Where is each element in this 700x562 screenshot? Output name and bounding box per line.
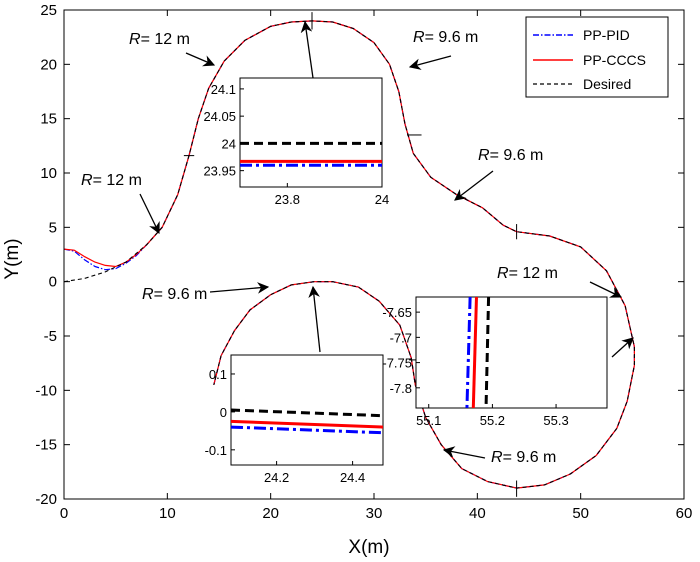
radius-annotation: R= 9.6 m	[142, 286, 207, 303]
radius-annotation: R= 12 m	[81, 172, 142, 189]
inset-x-tick-label: 24	[375, 192, 389, 207]
inset-y-tick-label: 24.1	[211, 82, 236, 97]
inset-series-pp-pid	[230, 425, 384, 435]
annotation-arrow	[209, 282, 270, 294]
inset-x-tick-label: 55.2	[480, 413, 505, 428]
legend-pid-label: PP-PID	[583, 27, 630, 43]
inset-y-tick-label: 24	[222, 136, 236, 151]
inset-y-tick-label: 23.95	[203, 164, 236, 179]
inset-series-pp-cccs	[471, 296, 478, 409]
annotation-arrow	[454, 170, 494, 201]
y-tick-label: -5	[44, 328, 57, 345]
y-tick-label: -10	[35, 382, 57, 399]
inset-x-tick-label: 24.4	[340, 470, 365, 485]
inset-bottom-left: 24.2 24.4 0.1 0 -0.1	[205, 354, 384, 485]
annotation-arrow	[408, 55, 452, 70]
x-tick-label: 0	[60, 505, 68, 522]
inset-x-tick-label: 55.3	[543, 413, 568, 428]
inset-y-tick-label: -0.1	[205, 443, 227, 458]
y-axis-title: Y(m)	[2, 238, 23, 279]
y-tick-label: 25	[40, 2, 57, 19]
y-tick-label: 0	[49, 274, 57, 291]
inset-x-tick-label: 55.1	[416, 413, 441, 428]
annotation-arrow	[139, 193, 160, 235]
legend-desired-label: Desired	[583, 76, 631, 92]
y-tick-label: -15	[35, 437, 57, 454]
inset-x-tick-label: 24.2	[264, 470, 289, 485]
inset-y-tick-label: -7.65	[382, 305, 412, 320]
annotation-arrow	[185, 52, 216, 67]
inset-y-tick-label: 0.1	[209, 367, 227, 382]
legend-cccs-label: PP-CCCS	[583, 52, 646, 68]
inset-pointer-arrow	[300, 20, 314, 79]
x-tick-label: 20	[262, 505, 279, 522]
inset-x-tick-label: 23.8	[275, 192, 300, 207]
insets: 23.8 24 24.1 24.05 24 23.95 24.2 24.4 0.1 0 -0.1 55…	[203, 77, 608, 485]
inset-pointer-arrow	[308, 285, 321, 353]
y-tick-label: 10	[40, 165, 57, 182]
inset-y-tick-label: -7.75	[382, 356, 412, 371]
radius-annotation: R= 9.6 m	[478, 147, 543, 164]
annotation-arrow	[442, 446, 486, 459]
radius-annotation: R= 9.6 m	[491, 449, 556, 466]
inset-y-tick-label: 24.05	[203, 109, 236, 124]
x-tick-label: 50	[572, 505, 589, 522]
x-axis-title: X(m)	[348, 537, 389, 558]
x-tick-label: 60	[676, 505, 693, 522]
y-tick-label: 15	[40, 111, 57, 128]
annotations: R= 12 m R= 9.6 m R= 9.6 m R= 12 m R= 12 m R= …	[81, 20, 634, 466]
inset-y-tick-label: 0	[220, 405, 227, 420]
inset-right: 55.1 55.2 55.3 -7.65 -7.7 -7.75 -7.8	[382, 296, 608, 428]
series-desired	[63, 20, 635, 489]
x-tick-label: 40	[469, 505, 486, 522]
x-tick-label: 30	[366, 505, 383, 522]
annotation-arrow	[589, 281, 623, 298]
inset-series-pp-cccs	[230, 419, 384, 429]
inset-series-desired	[484, 296, 491, 409]
legend: PP-PID PP-CCCS Desired	[525, 16, 669, 98]
inset-series-pp-pid	[465, 296, 472, 409]
x-tick-label: 10	[159, 505, 176, 522]
radius-annotation: R= 12 m	[497, 265, 558, 282]
radius-annotation: R= 12 m	[129, 31, 190, 48]
inset-y-tick-label: -7.8	[390, 381, 412, 396]
y-tick-label: -20	[35, 491, 57, 508]
inset-pointer-arrow	[611, 337, 634, 358]
main-axes: 0 10 20 30 40 50 60 -20 -15 -10 -5 0 5 10 15 20 25	[35, 2, 692, 522]
inset-y-tick-label: -7.7	[390, 330, 412, 345]
y-tick-label: 5	[49, 219, 57, 236]
radius-annotation: R= 9.6 m	[413, 29, 478, 46]
inset-series-desired	[230, 408, 384, 418]
y-tick-label: 20	[40, 56, 57, 73]
inset-top: 23.8 24 24.1 24.05 24 23.95	[203, 77, 389, 207]
